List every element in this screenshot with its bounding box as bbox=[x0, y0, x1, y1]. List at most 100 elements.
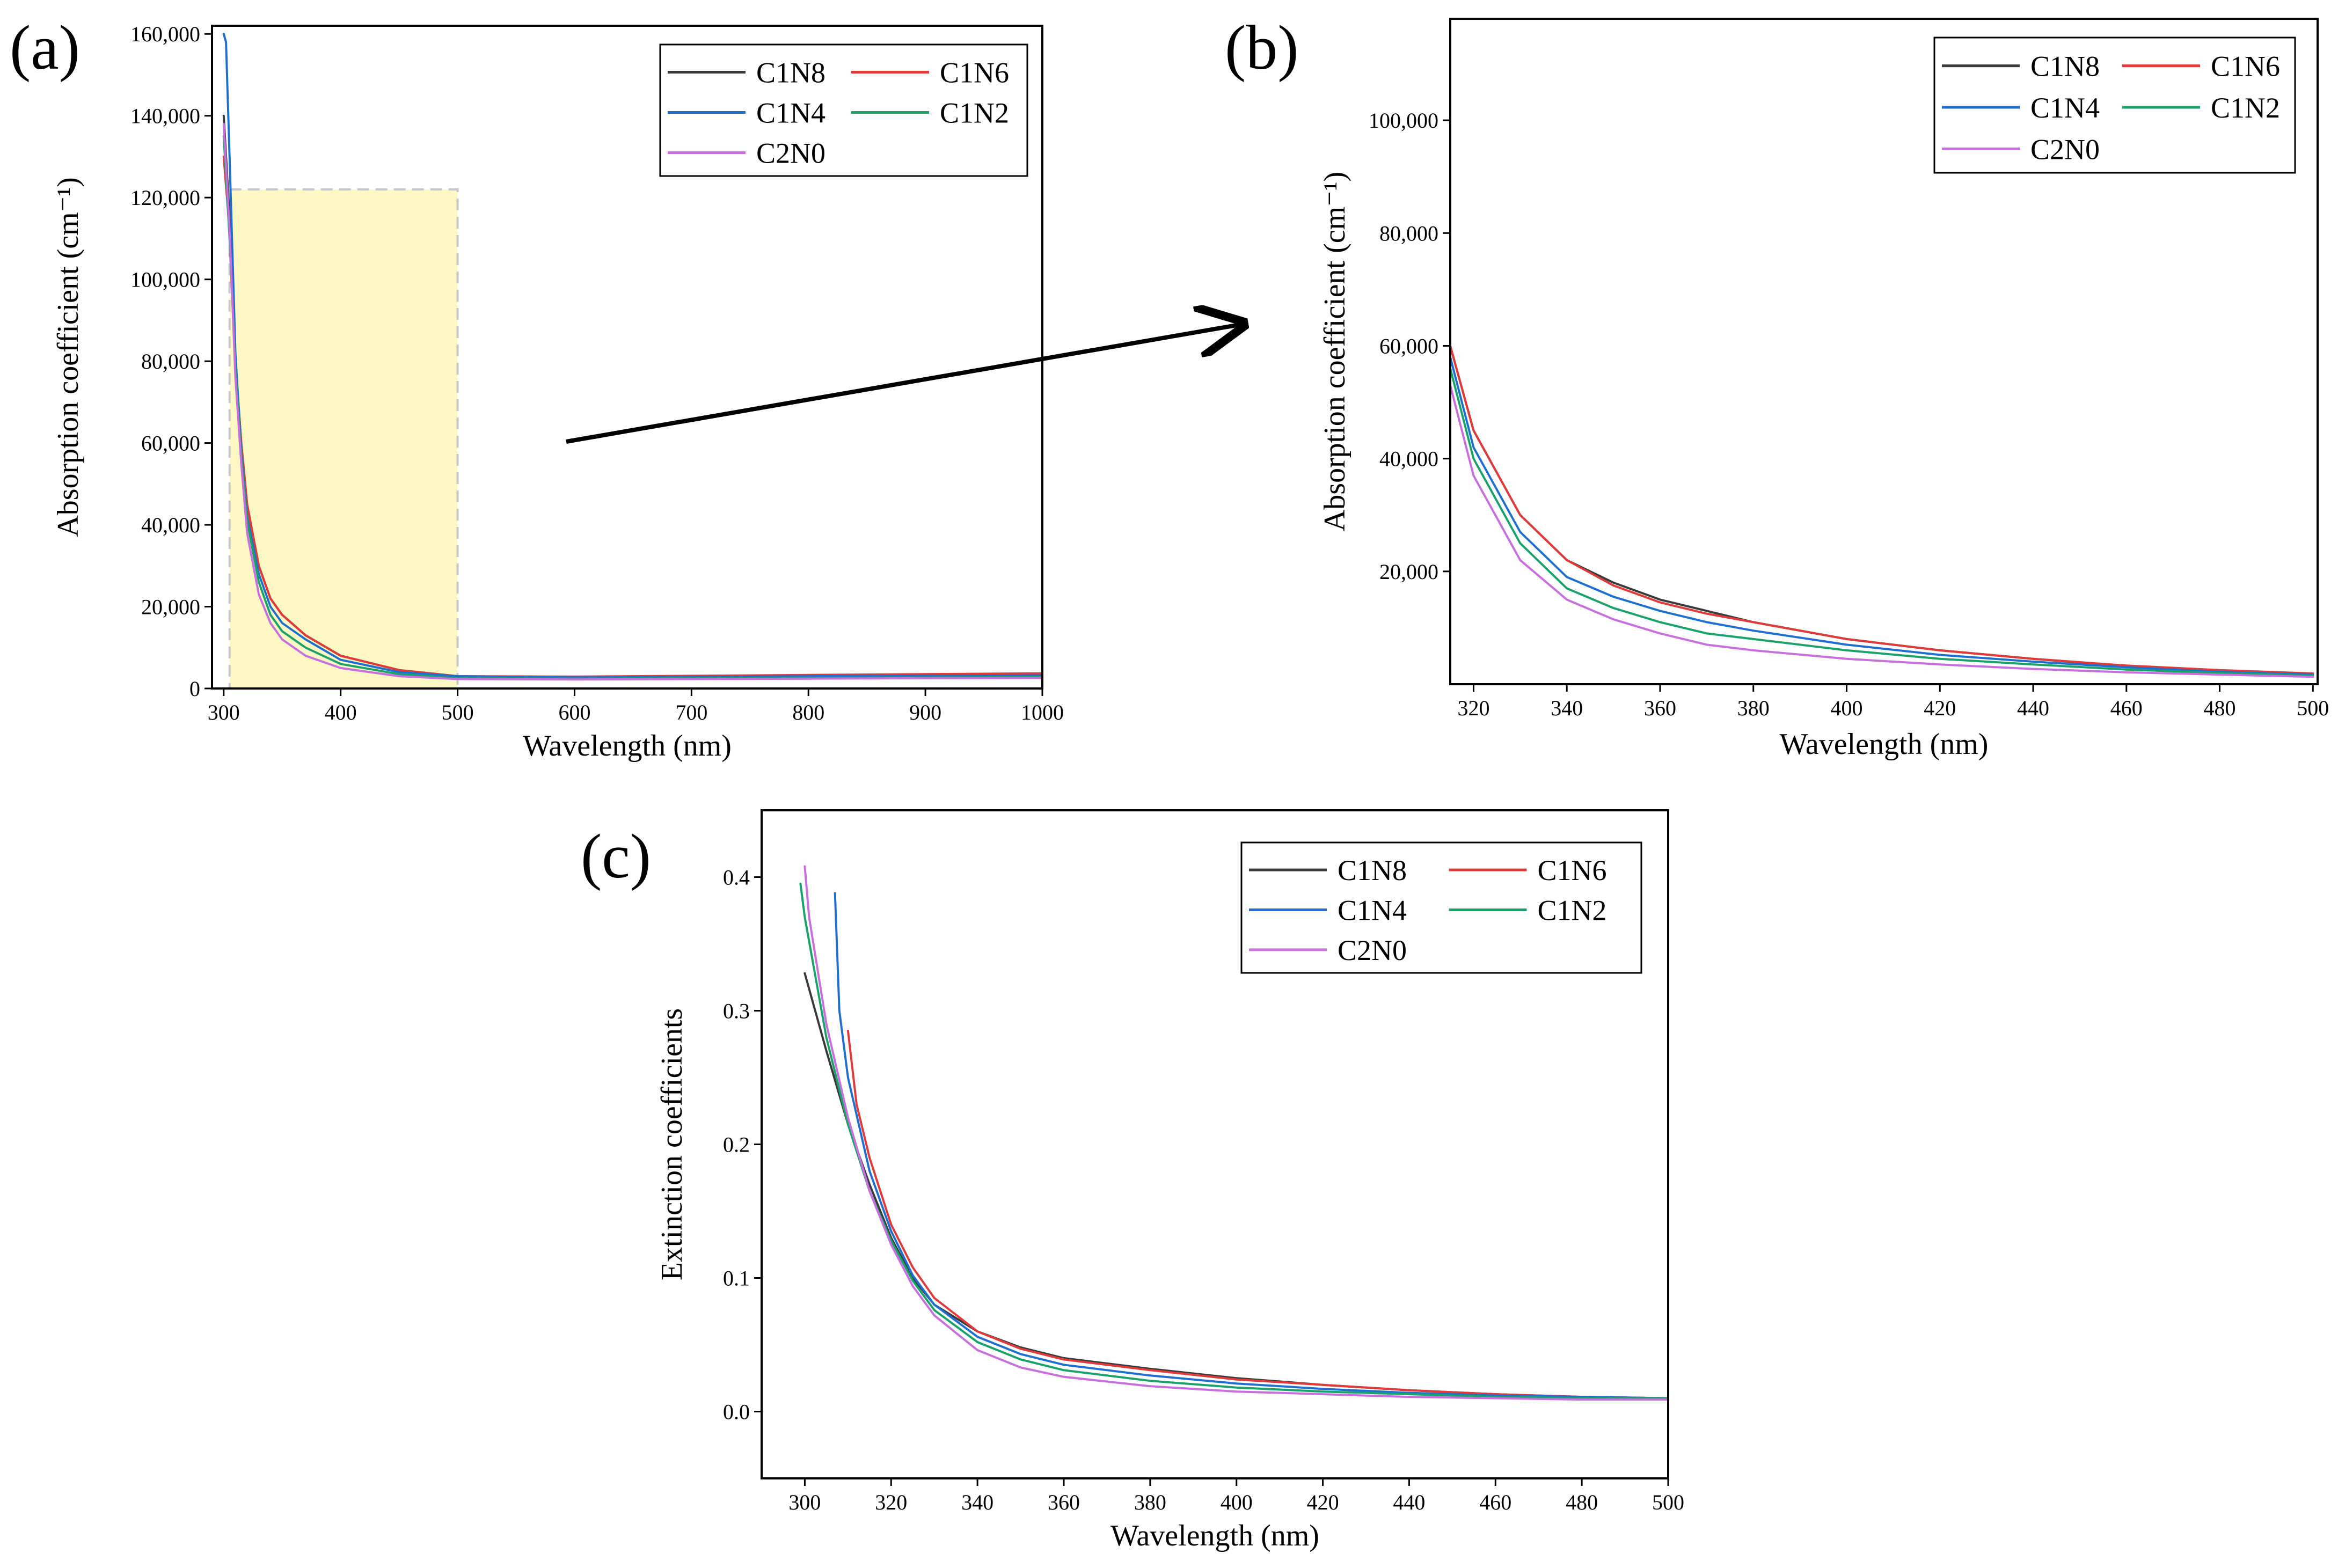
legend-label-c1n6: C1N6 bbox=[940, 57, 1009, 89]
y-tick-label: 0.1 bbox=[723, 1266, 750, 1291]
y-tick-label: 100,000 bbox=[130, 268, 200, 292]
panel-a-chart: 300 400 500 600 700 800 900 1000 0 20,000 40,000 60… bbox=[10, 12, 1064, 763]
y-tick-label: 20,000 bbox=[1379, 560, 1438, 584]
x-tick-label: 460 bbox=[1479, 1490, 1511, 1514]
legend-label-c1n4: C1N4 bbox=[756, 97, 825, 129]
x-tick-label: 600 bbox=[558, 700, 590, 724]
legend-label-c1n4: C1N4 bbox=[2030, 92, 2100, 124]
series-line-c2n0 bbox=[222, 123, 1042, 681]
legend-label-c1n4: C1N4 bbox=[1338, 895, 1407, 927]
series-line-c1n4 bbox=[1450, 356, 2314, 676]
x-tick-label: 500 bbox=[442, 700, 474, 724]
series-line-c1n4 bbox=[222, 33, 1042, 679]
y-tick-label: 20,000 bbox=[141, 595, 200, 619]
x-tick-label: 440 bbox=[1393, 1490, 1425, 1514]
y-tick-label: 140,000 bbox=[130, 104, 200, 128]
y-tick-label: 0.2 bbox=[723, 1133, 750, 1157]
legend-label-c2n0: C2N0 bbox=[2030, 133, 2100, 165]
x-tick-label: 500 bbox=[2297, 696, 2329, 720]
legend-frame bbox=[659, 43, 1028, 177]
legend-label-c1n8: C1N8 bbox=[2030, 50, 2100, 83]
series-line-c1n6 bbox=[1450, 345, 2314, 675]
panel-label: (b) bbox=[1225, 12, 1299, 83]
panel-c-chart: 300 320 340 360 380 400 420 440 460 480 500 0.0 0.1 0… bbox=[581, 809, 1684, 1552]
legend-label-c1n8: C1N8 bbox=[1338, 854, 1407, 886]
x-tick-label: 320 bbox=[875, 1490, 907, 1514]
y-axis-title: Absorption coefficient (cm⁻¹) bbox=[1318, 172, 1351, 531]
x-tick-label: 300 bbox=[788, 1490, 821, 1514]
y-tick-label: 100,000 bbox=[1369, 108, 1438, 133]
y-tick-label: 40,000 bbox=[1379, 447, 1438, 471]
x-tick-label: 380 bbox=[1737, 696, 1770, 720]
x-axis-title: Wavelength (nm) bbox=[1780, 728, 1989, 761]
y-tick-label: 60,000 bbox=[141, 431, 200, 456]
zoom-highlight-region bbox=[228, 188, 459, 690]
series-line-c1n6 bbox=[846, 1029, 1668, 1400]
legend-label-c1n2: C1N2 bbox=[1538, 895, 1607, 927]
x-tick-label: 900 bbox=[909, 700, 941, 724]
y-tick-label: 120,000 bbox=[130, 186, 200, 210]
x-tick-label: 320 bbox=[1457, 696, 1489, 720]
x-tick-label: 460 bbox=[2110, 696, 2143, 720]
legend-frame bbox=[1933, 36, 2296, 174]
x-tick-label: 440 bbox=[2017, 696, 2049, 720]
legend-label-c2n0: C2N0 bbox=[756, 137, 825, 170]
series-line-c1n4 bbox=[834, 892, 1668, 1400]
legend-label-c1n6: C1N6 bbox=[2211, 50, 2280, 83]
x-tick-label: 340 bbox=[1551, 696, 1583, 720]
x-axis-title: Wavelength (nm) bbox=[523, 729, 732, 763]
x-tick-label: 400 bbox=[1221, 1490, 1253, 1514]
series-line-c2n0 bbox=[803, 865, 1668, 1401]
y-tick-label: 80,000 bbox=[141, 349, 200, 373]
legend: C1N8 C1N6 C1N4 C1N2 C2N0 bbox=[1933, 36, 2296, 174]
x-tick-label: 300 bbox=[208, 700, 240, 724]
series-line-c2n0 bbox=[1450, 384, 2314, 678]
x-tick-label: 800 bbox=[792, 700, 824, 724]
panel-b-chart: 320 340 360 380 400 420 440 460 480 500 20,000 40,0… bbox=[1225, 12, 2329, 761]
legend-label-c1n2: C1N2 bbox=[2211, 92, 2280, 124]
x-tick-label: 1000 bbox=[1021, 700, 1064, 724]
x-tick-label: 480 bbox=[1566, 1490, 1598, 1514]
x-tick-label: 400 bbox=[1830, 696, 1862, 720]
x-tick-label: 420 bbox=[1307, 1490, 1339, 1514]
y-tick-label: 0.3 bbox=[723, 999, 750, 1023]
legend: C1N8 C1N6 C1N4 C1N2 C2N0 bbox=[659, 43, 1028, 177]
y-tick-label: 0 bbox=[189, 677, 200, 701]
y-tick-label: 40,000 bbox=[141, 513, 200, 537]
series-group bbox=[1450, 345, 2314, 678]
y-tick-label: 0.0 bbox=[723, 1400, 750, 1424]
y-axis-title: Absorption coefficient (cm⁻¹) bbox=[52, 177, 85, 537]
x-tick-label: 700 bbox=[675, 700, 707, 724]
x-tick-label: 360 bbox=[1048, 1490, 1080, 1514]
zoom-arrow bbox=[566, 325, 1240, 444]
x-tick-label: 480 bbox=[2204, 696, 2236, 720]
legend: C1N8 C1N6 C1N4 C1N2 C2N0 bbox=[1240, 841, 1642, 974]
x-tick-label: 420 bbox=[1924, 696, 1956, 720]
plot-frame bbox=[1449, 18, 2319, 685]
y-tick-label: 80,000 bbox=[1379, 221, 1438, 245]
x-tick-label: 360 bbox=[1644, 696, 1676, 720]
legend-label-c1n2: C1N2 bbox=[940, 97, 1009, 129]
series-line-c1n8 bbox=[1450, 345, 2314, 676]
x-axis-title: Wavelength (nm) bbox=[1110, 1519, 1319, 1552]
legend-label-c1n6: C1N6 bbox=[1538, 854, 1607, 886]
legend-label-c1n8: C1N8 bbox=[756, 57, 825, 89]
x-tick-label: 380 bbox=[1134, 1490, 1166, 1514]
x-tick-label: 400 bbox=[325, 700, 357, 724]
legend-frame bbox=[1240, 841, 1642, 974]
x-tick-label: 500 bbox=[1652, 1490, 1684, 1514]
series-line-c1n2 bbox=[1450, 367, 2314, 677]
legend-label-c2n0: C2N0 bbox=[1338, 934, 1407, 966]
x-tick-label: 340 bbox=[961, 1490, 993, 1514]
y-axis-title: Extinction coefficients bbox=[655, 1008, 689, 1280]
y-tick-label: 60,000 bbox=[1379, 334, 1438, 358]
series-group bbox=[799, 865, 1668, 1401]
series-group bbox=[222, 33, 1042, 681]
panel-label: (a) bbox=[10, 12, 80, 83]
series-line-c1n8 bbox=[803, 972, 1668, 1400]
y-tick-label: 0.4 bbox=[723, 866, 750, 890]
panel-label: (c) bbox=[581, 821, 651, 891]
series-line-c1n2 bbox=[799, 883, 1668, 1400]
